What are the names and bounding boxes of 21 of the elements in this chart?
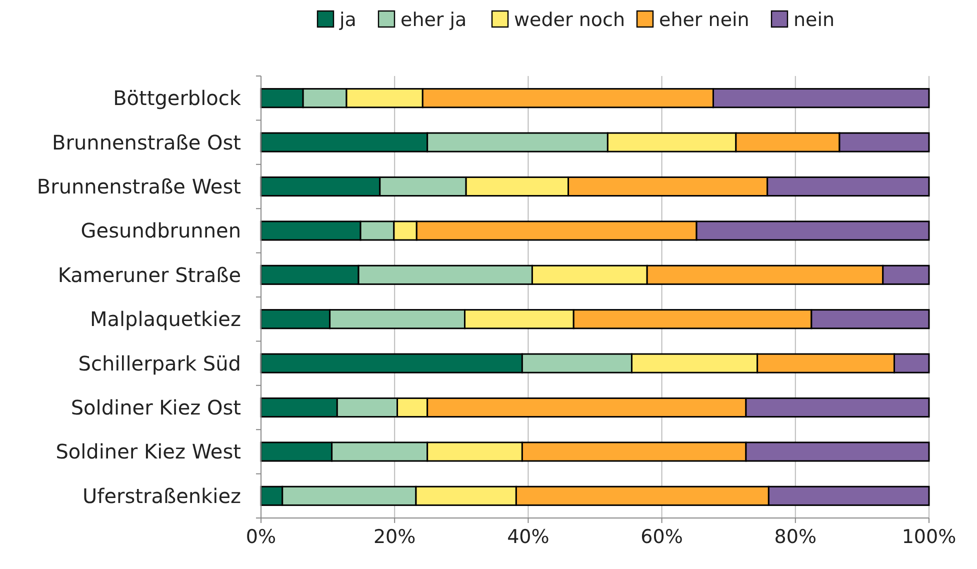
y-tick-label: Brunnenstraße West — [36, 174, 242, 198]
x-tick-label: 60% — [640, 526, 683, 548]
x-tick-label: 100% — [902, 526, 956, 548]
legend-label: eher ja — [400, 9, 467, 31]
y-tick-label: Gesundbrunnen — [80, 218, 241, 243]
y-tick-label: Soldiner Kiez West — [56, 440, 242, 464]
x-tick-label: 40% — [507, 526, 550, 548]
y-tick-label: Malplaquetkiez — [90, 307, 241, 332]
legend-label: ja — [338, 9, 356, 31]
legend-label: weder noch — [514, 9, 625, 31]
y-tick-label: Soldiner Kiez Ost — [70, 396, 242, 420]
legend-label: nein — [794, 9, 835, 31]
y-tick-label: Kameruner Straße — [58, 262, 241, 287]
legend-label: eher nein — [659, 9, 750, 31]
x-tick-label: 80% — [774, 526, 817, 548]
y-tick-label: Böttgerblock — [113, 86, 242, 110]
y-tick-label: Uferstraßenkiez — [82, 484, 241, 508]
y-tick-label: Schillerpark Süd — [78, 351, 241, 376]
x-tick-label: 20% — [373, 526, 416, 548]
y-tick-label: Brunnenstraße Ost — [52, 130, 242, 154]
x-tick-label: 0% — [246, 526, 276, 548]
